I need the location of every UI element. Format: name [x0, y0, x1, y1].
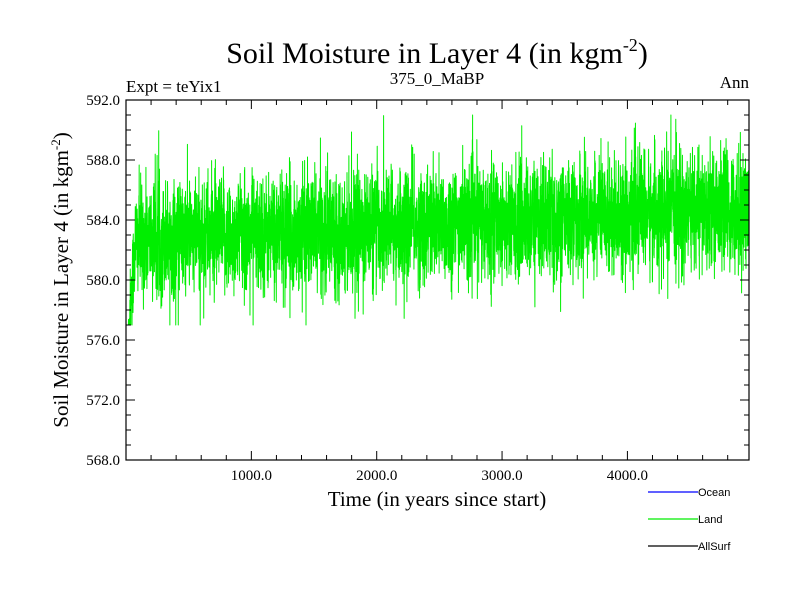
y-tick-label: 576.0: [86, 333, 120, 349]
legend-label-allsurf: AllSurf: [698, 541, 731, 553]
y-tick-label: 584.0: [86, 213, 120, 229]
y-tick-label: 580.0: [86, 273, 120, 289]
y-axis-label-main: Soil Moisture in Layer 4 (in kgm: [49, 150, 73, 428]
y-tick-labels: 568.0 572.0 576.0 580.0 584.0 588.0 592.0: [86, 93, 120, 469]
y-tick-label: 588.0: [86, 153, 120, 169]
chart-title-main: Soil Moisture in Layer 4 (in kgm: [226, 37, 623, 70]
x-tick-label: 4000.0: [607, 468, 648, 484]
series-line-land: [126, 114, 749, 326]
subtitle-center: 375_0_MaBP: [390, 69, 484, 88]
legend-label-ocean: Ocean: [698, 487, 730, 499]
legend-label-land: Land: [698, 514, 722, 526]
x-axis-label: Time (in years since start): [328, 487, 547, 511]
plot-area: [126, 114, 749, 326]
chart-title-end: ): [638, 37, 648, 70]
y-axis-label-sup: -2: [48, 139, 63, 150]
chart-title: Soil Moisture in Layer 4 (in kgm-2): [226, 35, 648, 70]
series-layer: [126, 114, 749, 326]
x-tick-label: 1000.0: [231, 468, 272, 484]
y-tick-label: 572.0: [86, 393, 120, 409]
y-axis-label-end: ): [49, 132, 73, 139]
y-axis-label: Soil Moisture in Layer 4 (in kgm-2): [48, 132, 73, 427]
x-tick-label: 3000.0: [481, 468, 522, 484]
x-tick-labels: 1000.0 2000.0 3000.0 4000.0: [231, 468, 648, 484]
legend: Ocean Land AllSurf: [648, 487, 731, 553]
subtitle-left: Expt = teYix1: [126, 77, 222, 96]
y-tick-label: 592.0: [86, 93, 120, 109]
chart-title-sup: -2: [623, 35, 638, 55]
ticks-layer: [126, 99, 749, 461]
subtitle-right: Ann: [720, 73, 750, 92]
x-axis-label-text: Time (in years since start): [328, 487, 547, 511]
y-tick-label: 568.0: [86, 453, 120, 469]
x-tick-label: 2000.0: [356, 468, 397, 484]
